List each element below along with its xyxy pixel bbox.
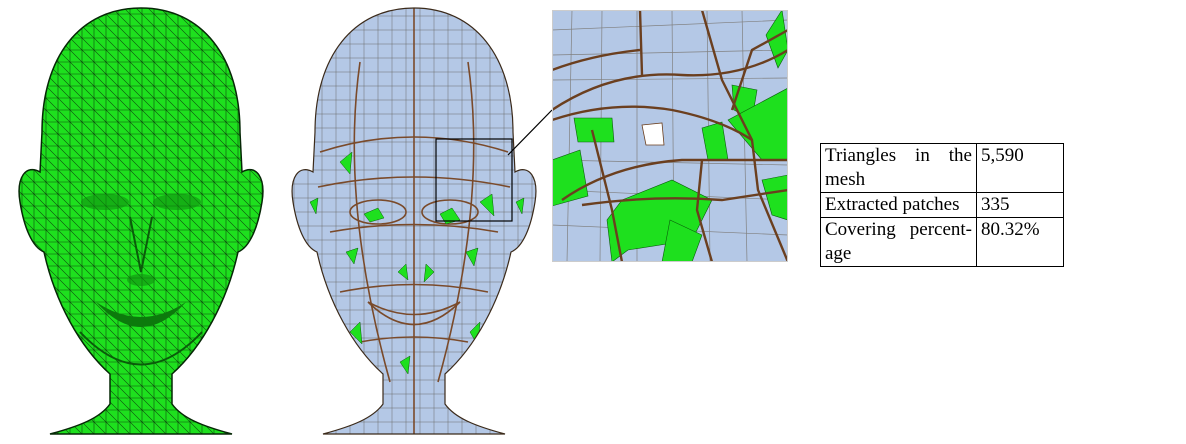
zoom-connector-line	[507, 109, 553, 156]
patches-value-cell: 335	[976, 192, 1064, 218]
label-word: percent-	[909, 219, 972, 240]
table-row: Triangles in the mesh 5,590	[820, 143, 1064, 193]
label-word: age	[825, 243, 852, 264]
covering-value-cell: 80.32%	[976, 217, 1064, 267]
triangles-value-cell: 5,590	[976, 143, 1064, 193]
mesh-statistics-table: Triangles in the mesh 5,590 Extracted pa…	[820, 143, 1064, 267]
table-row: Covering percent- age 80.32%	[820, 217, 1064, 267]
triangles-label-cell: Triangles in the mesh	[820, 143, 977, 193]
label-word: Triangles	[825, 145, 897, 166]
label-word: in	[915, 145, 930, 166]
quad-patch-head-image	[291, 7, 537, 435]
label-word: mesh	[825, 169, 866, 190]
zoom-region-marker	[435, 138, 513, 222]
zoomed-eye-region-image	[552, 10, 788, 262]
patches-label-cell: Extracted patches	[820, 192, 977, 218]
label-word: Covering	[825, 219, 896, 240]
table-row: Extracted patches 335	[820, 192, 1064, 218]
triangle-mesh-head-image	[18, 7, 264, 435]
label-word: the	[948, 145, 972, 166]
covering-label-cell: Covering percent- age	[820, 217, 977, 267]
